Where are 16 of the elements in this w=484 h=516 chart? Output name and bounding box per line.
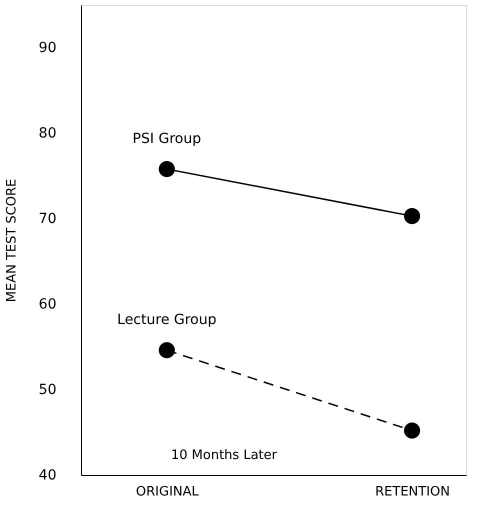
series-label: Lecture Group — [117, 312, 217, 328]
point — [404, 422, 420, 439]
point — [158, 342, 175, 358]
y-tick-label: 80 — [38, 126, 56, 142]
x-tick-label: ORIGINAL — [136, 484, 200, 500]
point — [158, 161, 175, 178]
y-tick-label: 70 — [38, 211, 56, 228]
series-label: PSI Group — [132, 131, 202, 148]
point — [404, 208, 420, 224]
x-tick-label: RETENTION — [375, 484, 450, 500]
y-tick-label: 60 — [38, 296, 56, 313]
y-tick-label: 50 — [38, 382, 56, 398]
y-tick-label: 40 — [38, 468, 56, 484]
annotation: 10 Months Later — [171, 448, 278, 463]
y-axis-title: MEAN TEST SCORE — [4, 178, 20, 302]
y-tick-label: 90 — [38, 40, 56, 56]
